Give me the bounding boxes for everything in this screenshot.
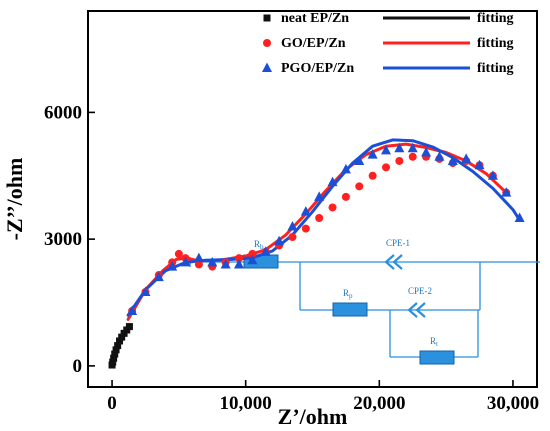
data-point-pgo-ep-zn — [234, 258, 245, 269]
data-point-go-ep-zn — [235, 254, 244, 263]
data-points — [108, 142, 525, 369]
y-axis-title: -Z’’/ohm — [2, 158, 27, 241]
data-point-pgo-ep-zn — [474, 159, 485, 170]
data-point-neat-ep-zn — [114, 342, 122, 350]
fitting-curves — [126, 138, 522, 321]
x-tick-label: 30,000 — [487, 393, 539, 414]
data-point-pgo-ep-zn — [167, 261, 178, 271]
data-point-pgo-ep-zn — [380, 144, 391, 155]
data-point-go-ep-zn — [381, 163, 390, 172]
data-point-pgo-ep-zn — [487, 170, 498, 180]
data-point-pgo-ep-zn — [367, 149, 378, 159]
x-tick-label: 10,000 — [220, 393, 272, 414]
data-point-pgo-ep-zn — [247, 254, 258, 265]
legend-label-pgo-ep-zn: PGO/EP/Zn — [281, 61, 354, 76]
data-point-pgo-ep-zn — [434, 151, 445, 161]
data-point-go-ep-zn — [328, 203, 337, 212]
data-point-pgo-ep-zn — [220, 258, 231, 269]
equivalent-circuit-inset: Rb CPE-1 Rp CPE-2 Rt — [189, 238, 540, 365]
data-point-pgo-ep-zn — [260, 246, 271, 256]
data-point-neat-ep-zn — [125, 323, 133, 331]
data-point-pgo-ep-zn — [461, 153, 472, 163]
legend-fit-label: fitting — [477, 11, 514, 26]
circuit-label: Rt — [430, 336, 438, 348]
legend-label-neat-ep-zn: neat EP/Zn — [281, 11, 349, 26]
axes-layer: 0 10,000 20,000 30,000 0 3000 6000 Z’/ohm -Z’’/o… — [2, 10, 539, 429]
circuit-label: CPE-2 — [408, 286, 432, 296]
cpe2-element — [407, 302, 418, 318]
plot-frame — [87, 10, 538, 388]
circuit-label: CPE-1 — [386, 238, 410, 248]
legend: neat EP/Zn fitting GO/EP/Zn fitting PGO/EP/Z… — [262, 11, 514, 76]
data-point-pgo-ep-zn — [180, 256, 191, 267]
data-point-neat-ep-zn — [118, 333, 126, 341]
data-point-pgo-ep-zn — [287, 220, 298, 231]
data-point-pgo-ep-zn — [327, 176, 338, 187]
data-point-neat-ep-zn — [112, 346, 120, 354]
x-axis-title: Z’/ohm — [278, 404, 348, 429]
x-tick-label: 20,000 — [353, 393, 405, 414]
y-tick-label: 0 — [73, 356, 83, 377]
fitting-curve-pgo-ep-zn — [126, 138, 522, 317]
data-point-pgo-ep-zn — [394, 142, 405, 153]
resistor-rp — [332, 302, 368, 317]
circuit-label: Rp — [343, 288, 353, 300]
legend-marker-pgo-ep-zn — [262, 62, 272, 72]
resistor-rt — [419, 350, 455, 365]
data-point-pgo-ep-zn — [421, 147, 432, 157]
data-point-pgo-ep-zn — [300, 206, 311, 216]
x-tick-label: 0 — [107, 393, 117, 414]
data-point-pgo-ep-zn — [207, 256, 218, 267]
data-point-pgo-ep-zn — [501, 187, 512, 197]
data-point-go-ep-zn — [301, 224, 310, 233]
data-point-go-ep-zn — [341, 192, 350, 201]
data-point-pgo-ep-zn — [193, 252, 204, 263]
data-point-pgo-ep-zn — [340, 163, 351, 174]
data-point-neat-ep-zn — [109, 358, 117, 366]
data-point-neat-ep-zn — [111, 350, 119, 358]
circuit-label: Rb — [254, 239, 264, 251]
fitting-curve-go-ep-zn — [126, 142, 508, 321]
data-point-pgo-ep-zn — [354, 155, 365, 165]
data-point-go-ep-zn — [408, 152, 417, 161]
data-point-pgo-ep-zn — [153, 271, 164, 282]
data-point-go-ep-zn — [355, 182, 364, 191]
data-point-go-ep-zn — [395, 156, 404, 165]
legend-marker-go-ep-zn — [263, 39, 271, 47]
legend-fit-label: fitting — [477, 61, 514, 76]
data-point-go-ep-zn — [315, 214, 324, 223]
data-point-go-ep-zn — [194, 260, 203, 269]
data-point-pgo-ep-zn — [140, 286, 151, 296]
legend-marker-neat-ep-zn — [263, 14, 271, 22]
data-point-go-ep-zn — [248, 249, 257, 258]
data-point-pgo-ep-zn — [314, 191, 325, 201]
cpe1-element — [384, 254, 395, 270]
cpe1-element — [392, 254, 403, 270]
y-tick-label: 3000 — [44, 229, 82, 250]
data-point-pgo-ep-zn — [407, 142, 418, 153]
data-point-pgo-ep-zn — [447, 155, 458, 165]
data-point-go-ep-zn — [174, 249, 183, 258]
data-point-pgo-ep-zn — [514, 212, 525, 223]
y-tick-label: 6000 — [44, 102, 82, 123]
legend-fit-label: fitting — [477, 36, 514, 51]
data-point-pgo-ep-zn — [127, 305, 138, 315]
data-point-neat-ep-zn — [116, 337, 124, 345]
data-point-pgo-ep-zn — [274, 235, 285, 246]
data-point-go-ep-zn — [288, 233, 297, 242]
data-point-neat-ep-zn — [110, 354, 118, 362]
cpe2-element — [415, 302, 426, 318]
data-point-go-ep-zn — [368, 171, 377, 180]
legend-label-go-ep-zn: GO/EP/Zn — [281, 36, 346, 51]
